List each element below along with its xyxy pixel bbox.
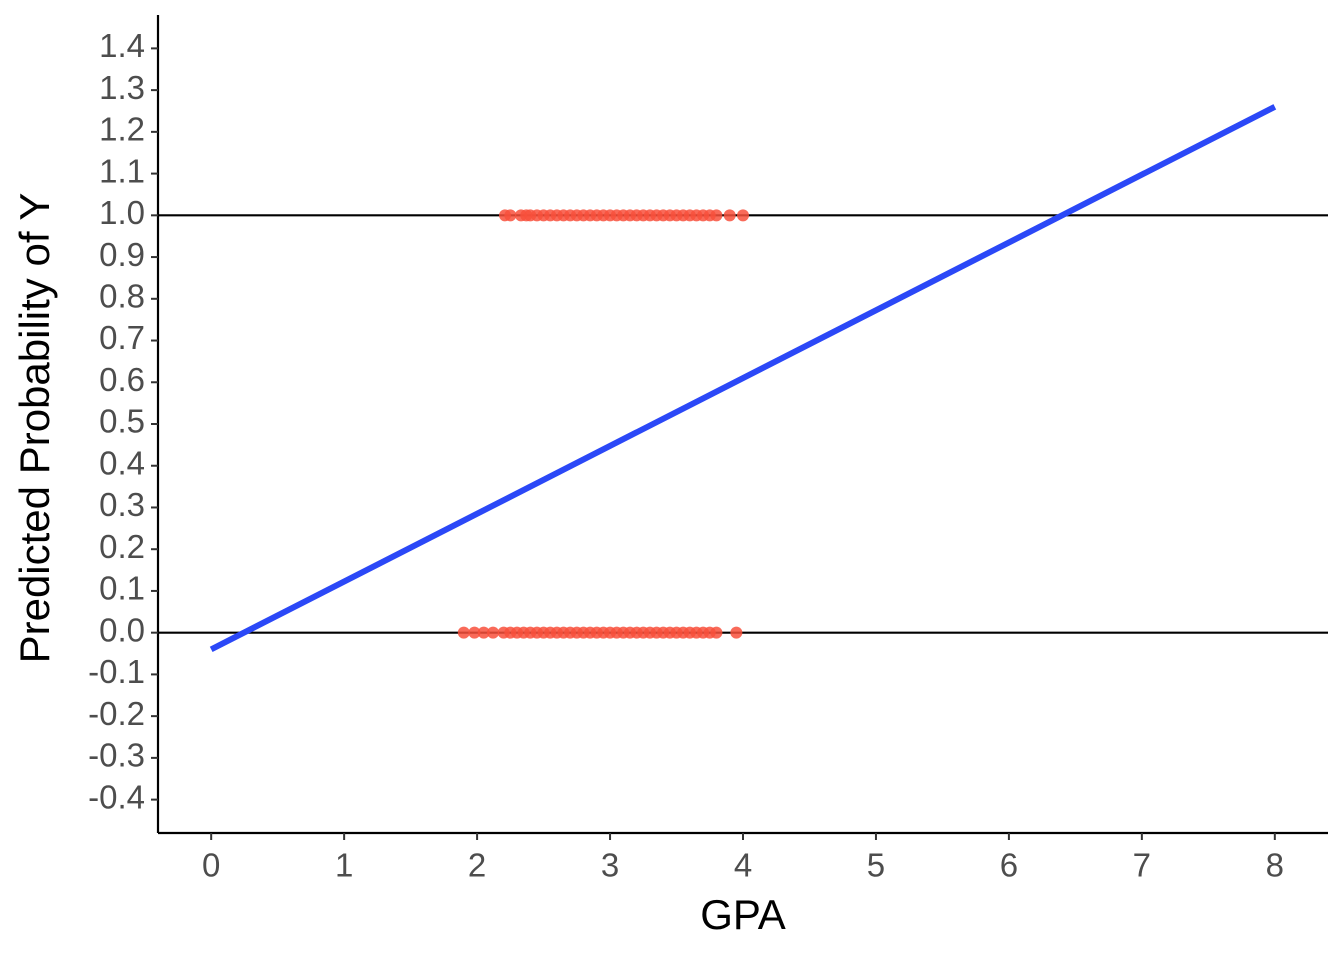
data-point bbox=[737, 209, 749, 222]
data-point bbox=[710, 626, 723, 639]
y-tick-label: 0.0 bbox=[99, 611, 145, 648]
y-tick-label: 0.4 bbox=[99, 444, 145, 481]
data-point bbox=[477, 626, 490, 639]
y-tick-label: -0.1 bbox=[88, 653, 145, 690]
data-point bbox=[457, 626, 470, 639]
y-tick-label: -0.2 bbox=[88, 695, 145, 732]
y-tick-label: 0.3 bbox=[99, 486, 145, 523]
data-point bbox=[723, 209, 736, 222]
y-tick-label: 1.2 bbox=[99, 111, 145, 148]
y-axis-title: Predicted Probability of Y bbox=[11, 193, 58, 664]
y-tick-label: 0.1 bbox=[99, 570, 145, 607]
data-point bbox=[504, 209, 517, 222]
y-tick-label: -0.3 bbox=[88, 737, 145, 774]
x-tick-label: 2 bbox=[468, 847, 486, 884]
y-tick-label: 0.2 bbox=[99, 528, 145, 565]
data-point bbox=[710, 209, 723, 222]
y-tick-label: 0.9 bbox=[99, 236, 145, 273]
y-tick-label: 1.3 bbox=[99, 69, 145, 106]
x-tick-label: 8 bbox=[1266, 847, 1284, 884]
x-tick-label: 6 bbox=[1000, 847, 1018, 884]
y-tick-label: 0.6 bbox=[99, 361, 145, 398]
data-point bbox=[730, 626, 743, 639]
y-tick-label: -0.4 bbox=[88, 778, 145, 815]
x-tick-label: 7 bbox=[1133, 847, 1151, 884]
x-tick-label: 1 bbox=[335, 847, 353, 884]
data-point bbox=[468, 626, 481, 639]
fit-line bbox=[209, 104, 1277, 653]
x-tick-label: 4 bbox=[734, 847, 752, 884]
x-tick-label: 5 bbox=[867, 847, 885, 884]
x-tick-label: 3 bbox=[601, 847, 619, 884]
y-tick-label: 1.0 bbox=[99, 194, 145, 231]
x-tick-label: 0 bbox=[202, 847, 220, 884]
x-axis-title: GPA bbox=[700, 891, 786, 938]
y-tick-label: 0.7 bbox=[99, 319, 145, 356]
y-tick-label: 0.5 bbox=[99, 403, 145, 440]
y-tick-label: 1.1 bbox=[99, 152, 145, 189]
y-tick-label: 0.8 bbox=[99, 278, 145, 315]
y-tick-label: 1.4 bbox=[99, 27, 145, 64]
data-point bbox=[487, 626, 500, 639]
